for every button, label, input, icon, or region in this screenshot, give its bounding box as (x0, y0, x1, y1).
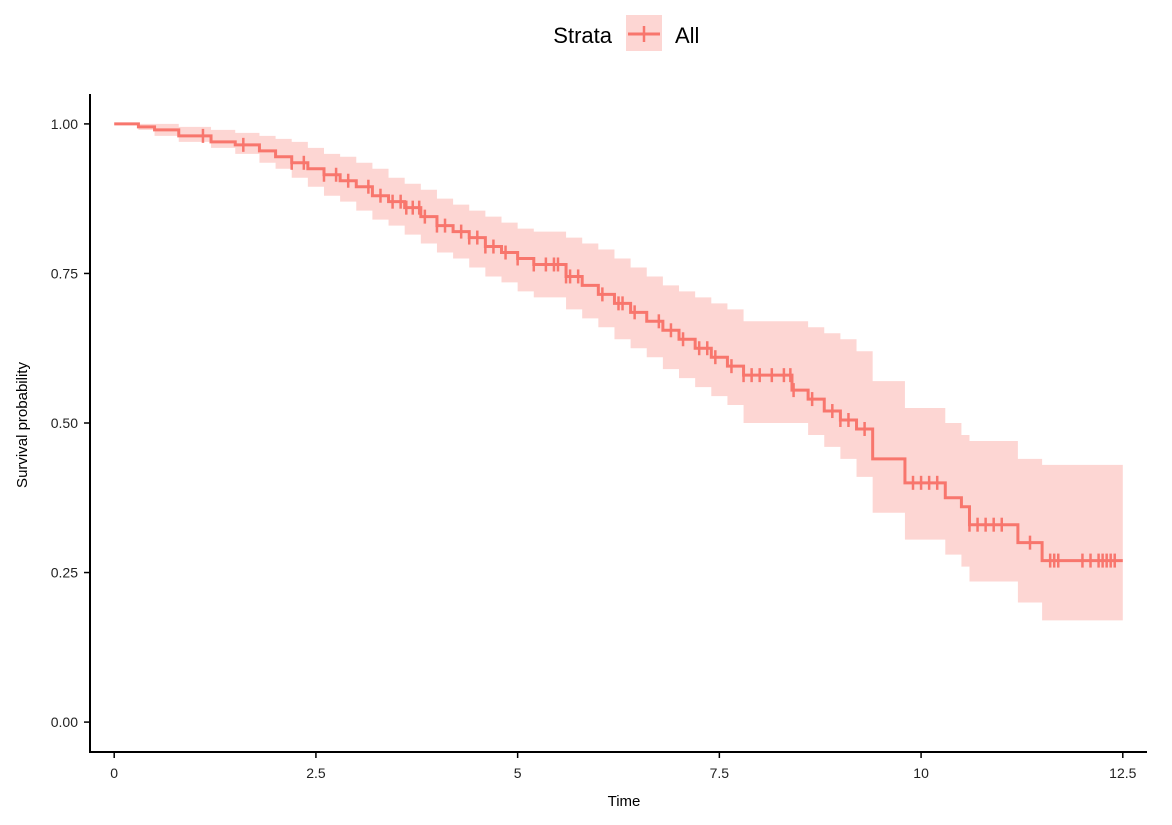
x-tick-label: 2.5 (306, 765, 326, 781)
y-axis-title: Survival probability (14, 362, 31, 488)
plot-area (114, 122, 1123, 621)
y-tick-label: 0.00 (51, 714, 78, 730)
y-tick-label: 0.75 (51, 265, 78, 281)
legend: Strata All (553, 15, 699, 51)
legend-entry-all: All (675, 23, 699, 48)
legend-title: Strata (553, 23, 612, 48)
x-tick-label: 12.5 (1109, 765, 1136, 781)
y-tick-label: 0.50 (51, 415, 78, 431)
x-axis-ticks: 0 2.5 5 7.5 10 12.5 (110, 752, 1137, 781)
x-tick-label: 7.5 (710, 765, 730, 781)
x-tick-label: 10 (913, 765, 929, 781)
y-tick-label: 1.00 (51, 116, 78, 132)
x-tick-label: 0 (110, 765, 118, 781)
axes: 0 2.5 5 7.5 10 12.5 0.00 0.25 0.50 0.75 1.00 Time… (14, 94, 1147, 810)
x-tick-label: 5 (514, 765, 522, 781)
x-axis-title: Time (608, 793, 641, 810)
confidence-band (114, 123, 1123, 621)
y-axis-ticks: 0.00 0.25 0.50 0.75 1.00 (51, 116, 90, 730)
y-tick-label: 0.25 (51, 565, 78, 581)
